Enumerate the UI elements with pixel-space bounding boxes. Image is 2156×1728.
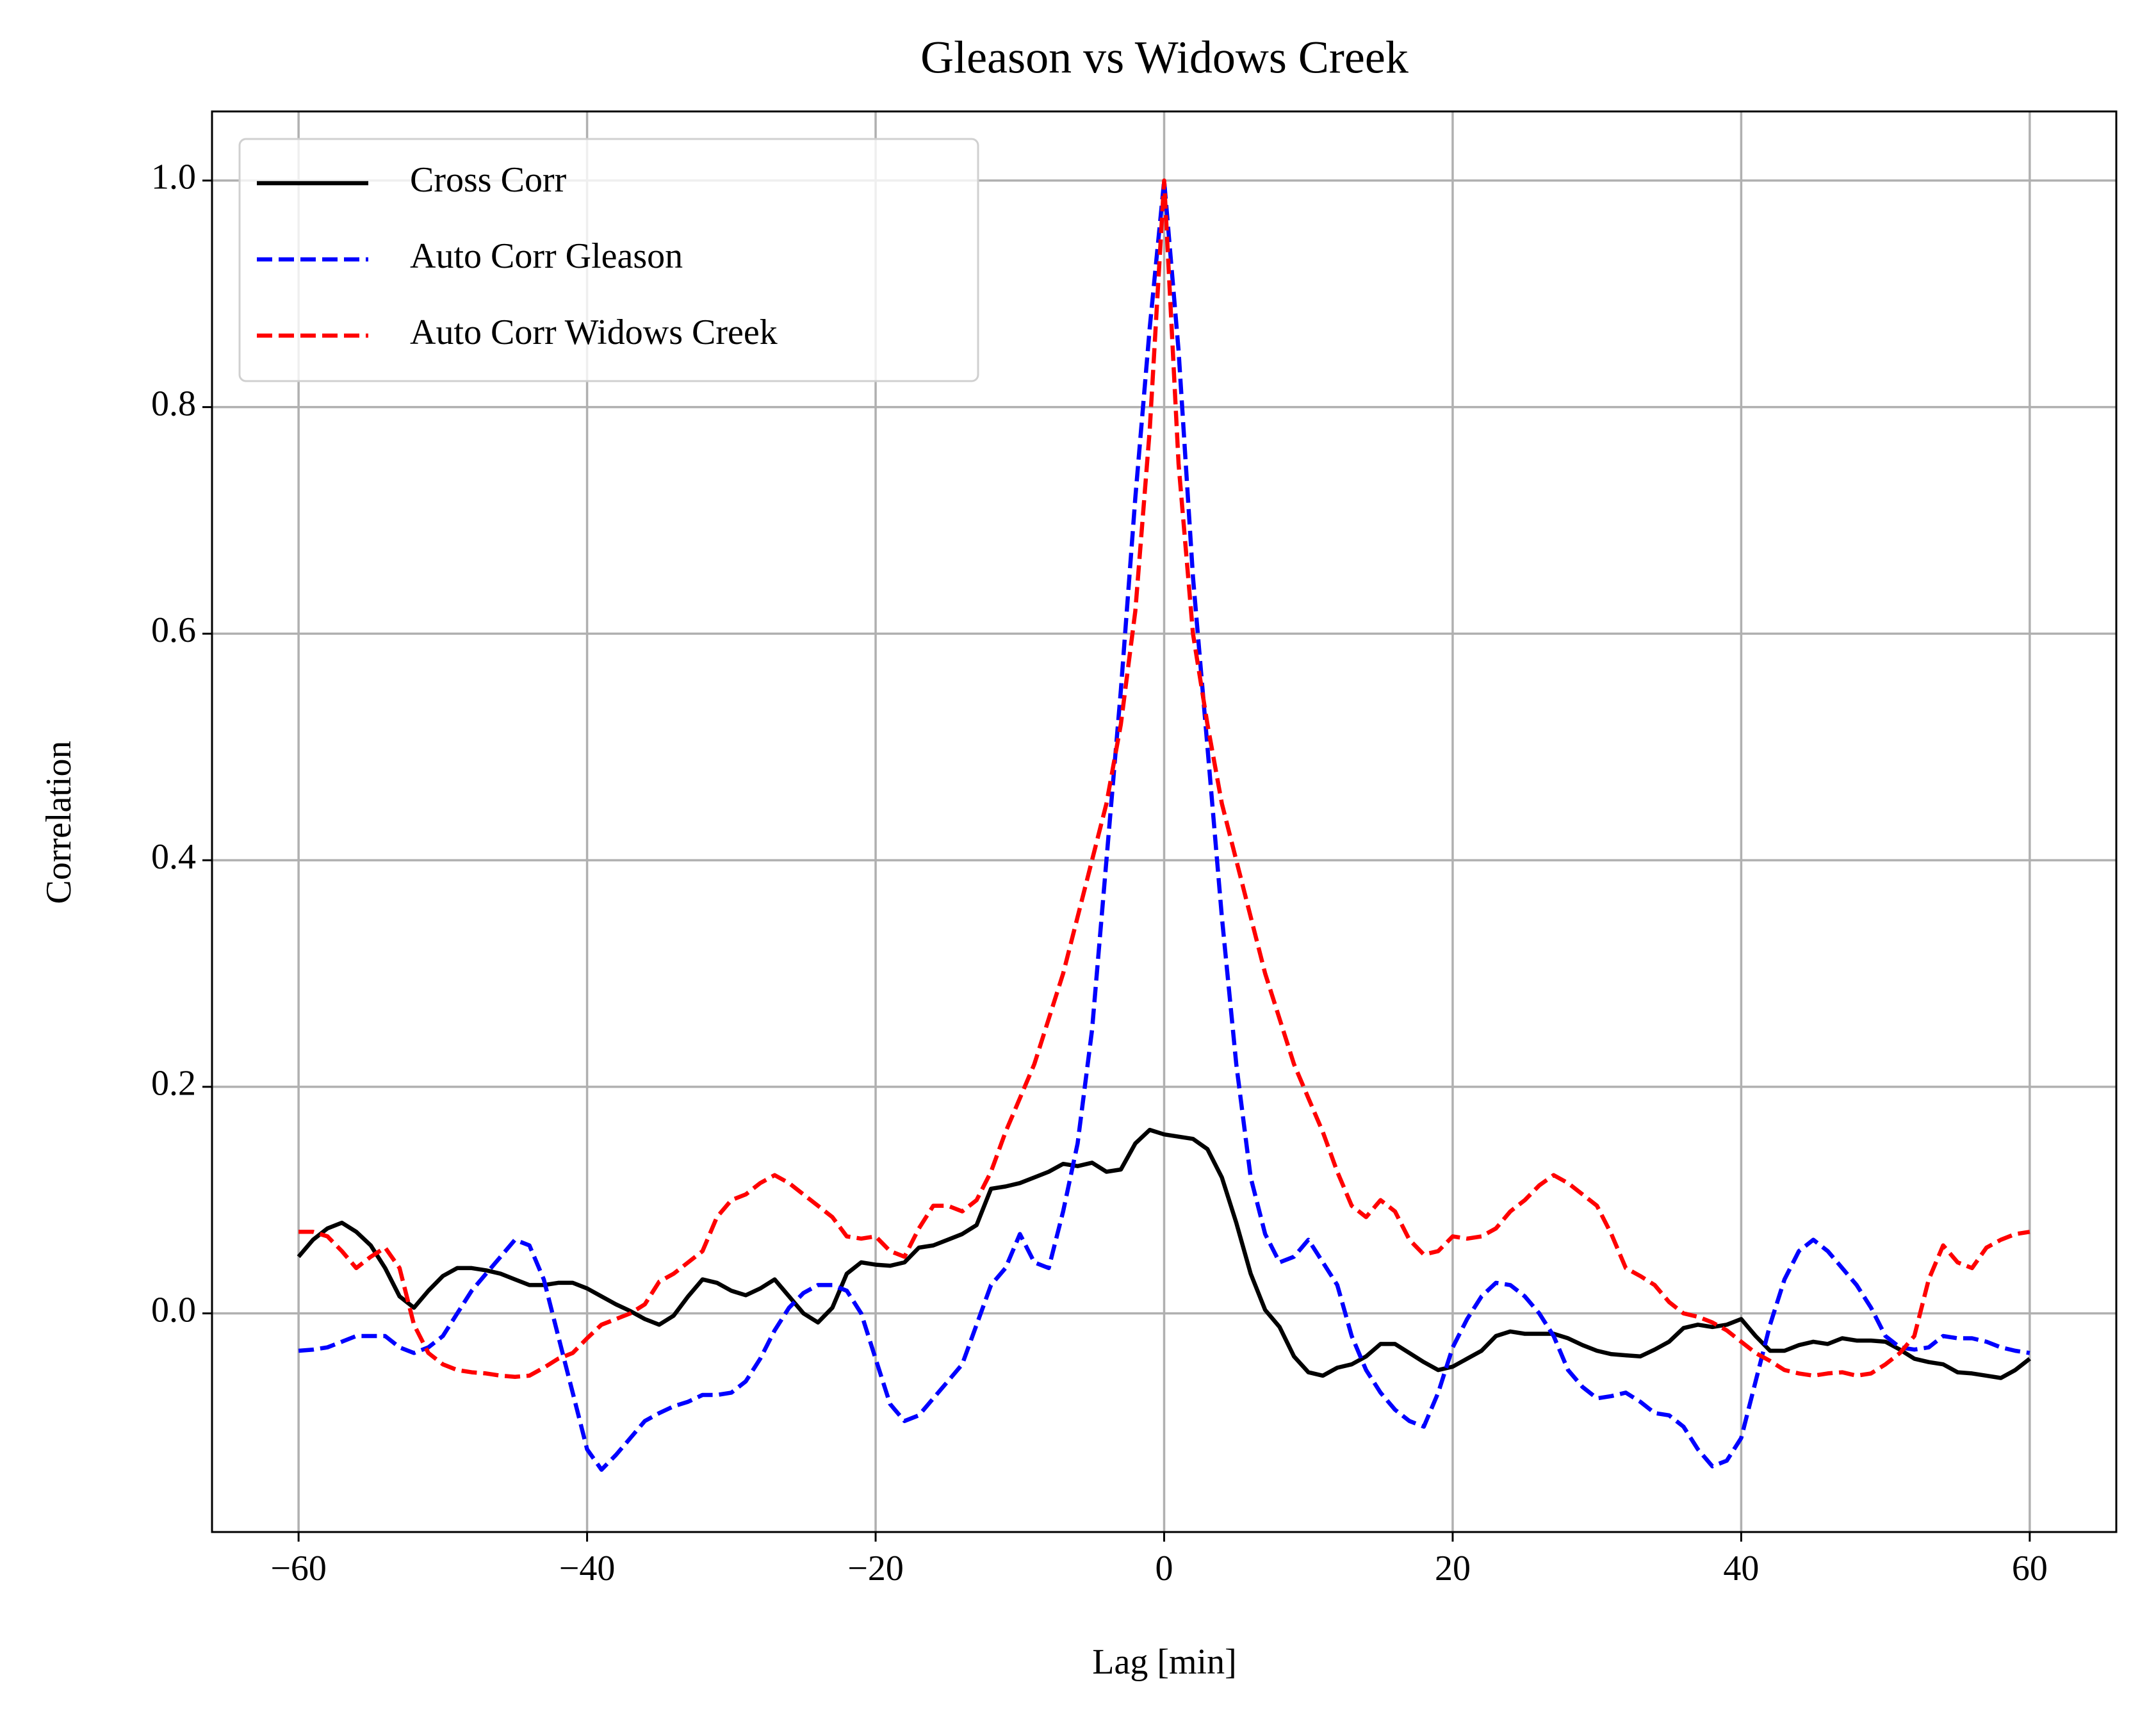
series-line — [298, 178, 2030, 1472]
series-line — [297, 1127, 2031, 1380]
x-tick-label: 60 — [2012, 1549, 2048, 1588]
y-axis-label: Correlation — [39, 740, 79, 904]
x-tick-label: −20 — [847, 1549, 904, 1588]
legend-box — [238, 138, 979, 382]
y-tick-label: 0.8 — [151, 384, 196, 423]
x-tick-label: 20 — [1435, 1549, 1471, 1588]
y-tick-label: 0.4 — [151, 837, 196, 877]
x-tick-label: 0 — [1156, 1549, 1173, 1588]
legend-label: Cross Corr — [410, 160, 567, 200]
y-tick-label: 1.0 — [151, 158, 196, 197]
x-tick-label: −40 — [559, 1549, 616, 1588]
legend-label: Auto Corr Widows Creek — [410, 313, 778, 352]
x-axis-label: Lag [min] — [1092, 1642, 1236, 1682]
series-line — [298, 178, 2030, 1379]
x-tick-label: 40 — [1723, 1549, 1759, 1588]
chart-title: Gleason vs Widows Creek — [920, 32, 1409, 83]
y-tick-label: 0.6 — [151, 610, 196, 650]
y-tick-label: 0.2 — [151, 1064, 196, 1104]
plot-frame — [211, 110, 2118, 1533]
y-tick-label: 0.0 — [151, 1290, 196, 1330]
x-tick-label: −60 — [270, 1549, 327, 1588]
legend-label: Auto Corr Gleason — [410, 236, 683, 276]
